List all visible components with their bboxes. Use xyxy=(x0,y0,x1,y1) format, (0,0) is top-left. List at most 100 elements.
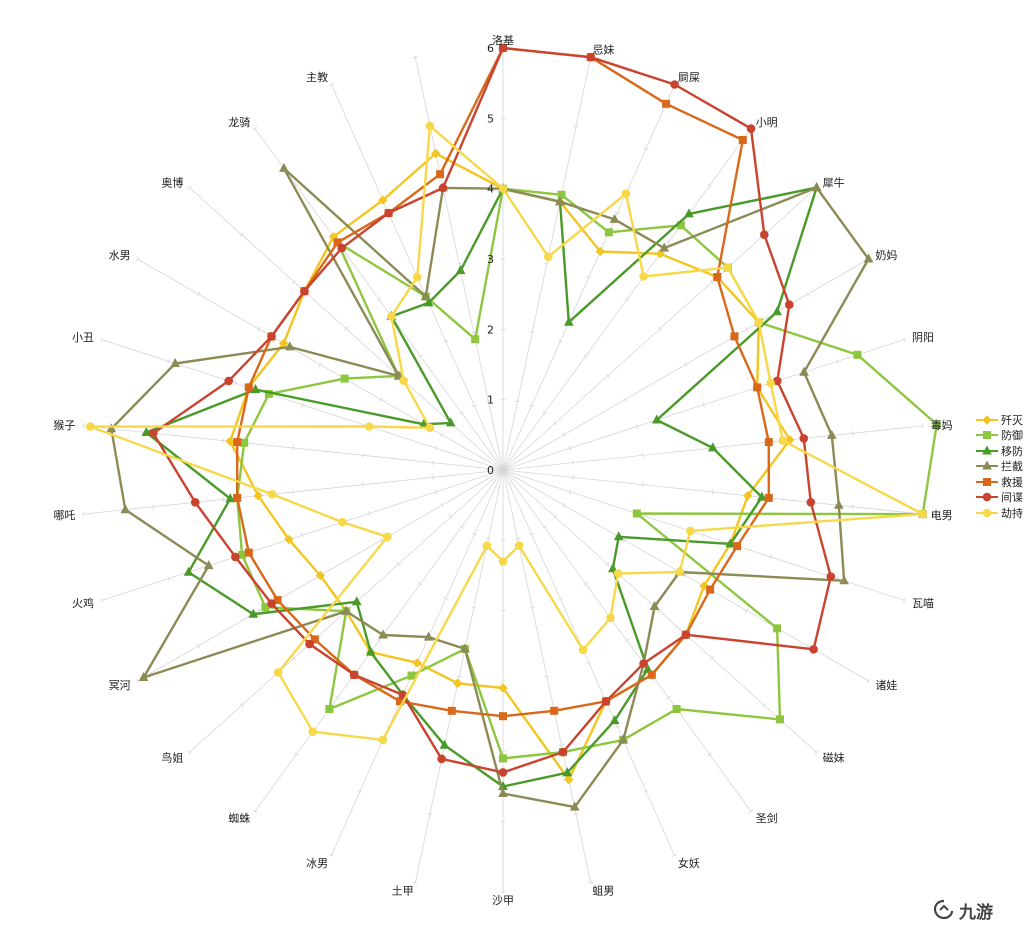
radar-spoke-tick xyxy=(257,608,261,614)
data-point xyxy=(273,596,282,605)
radar-spoke-tick xyxy=(557,340,563,343)
data-point xyxy=(384,208,393,218)
radar-spoke-tick xyxy=(852,504,854,510)
data-point xyxy=(609,715,620,725)
legend-item: 劫持 xyxy=(976,505,1023,521)
axis-label: 鸟姐 xyxy=(161,751,183,765)
data-point xyxy=(754,318,764,327)
data-point xyxy=(632,509,641,518)
radar-spoke-tick xyxy=(642,452,644,458)
data-point xyxy=(983,431,991,440)
radar-spoke-tick xyxy=(443,597,449,600)
data-point xyxy=(723,263,733,272)
radar-spoke-tick xyxy=(710,279,714,284)
radar-spoke-tick xyxy=(292,656,296,661)
radar-spoke-tick xyxy=(234,380,237,386)
radar-spoke-tick xyxy=(515,537,521,540)
axis-label: 冥河 xyxy=(109,679,131,692)
radar-spoke-tick xyxy=(357,147,363,151)
radar-spoke-tick xyxy=(712,489,714,495)
data-point xyxy=(233,438,242,447)
data-point xyxy=(707,442,718,452)
data-point xyxy=(684,208,694,218)
radar-spoke-tick xyxy=(362,482,364,488)
data-point xyxy=(338,517,347,527)
chart-legend: 歼灭 防御 移防 拦截 救援 间谍 劫持 xyxy=(976,412,1023,521)
radar-spoke-tick xyxy=(376,297,382,302)
radial-tick-label: 4 xyxy=(487,183,494,196)
radar-spoke-tick xyxy=(572,460,574,466)
data-point xyxy=(499,754,507,763)
data-point xyxy=(378,735,388,745)
radar-spoke-tick xyxy=(379,397,383,403)
data-point xyxy=(670,80,679,89)
axis-label: 磁妹 xyxy=(823,752,845,765)
data-point xyxy=(436,170,445,179)
radar-spoke-tick xyxy=(635,424,638,430)
data-point xyxy=(681,630,691,640)
radar-spoke-tick xyxy=(100,337,103,343)
radar-spoke-tick xyxy=(459,411,464,415)
data-point xyxy=(340,374,349,383)
legend-item: 防御 xyxy=(976,428,1023,444)
data-point xyxy=(806,498,816,507)
data-point xyxy=(240,438,249,447)
radar-spoke-tick xyxy=(485,400,491,403)
data-point xyxy=(341,605,352,615)
data-point xyxy=(120,504,131,514)
radar-spoke-tick xyxy=(702,532,705,538)
legend-swatch xyxy=(976,415,998,425)
radar-spoke-tick xyxy=(745,326,749,332)
data-point xyxy=(642,663,653,673)
radar-spoke-tick xyxy=(684,362,688,367)
data-point xyxy=(618,734,629,744)
data-point xyxy=(284,534,294,545)
radar-spoke-tick xyxy=(456,262,462,265)
radar-spoke-tick xyxy=(643,789,649,793)
radial-tick-label: 5 xyxy=(487,112,494,125)
radar-spoke-tick xyxy=(623,397,627,403)
data-point xyxy=(183,566,194,576)
data-point xyxy=(498,787,508,797)
data-point xyxy=(149,428,158,438)
data-point xyxy=(550,706,559,715)
axis-label: 水男 xyxy=(109,249,131,262)
radial-tick-label: 1 xyxy=(487,394,494,407)
radar-spoke-tick xyxy=(605,562,610,567)
axis-label: 瓦喵 xyxy=(912,597,934,610)
axis-label: 忌妹 xyxy=(592,43,614,56)
radar-spoke-tick xyxy=(239,703,244,708)
radar-spoke-tick xyxy=(903,597,906,603)
data-point xyxy=(833,499,844,509)
radar-spoke-tick xyxy=(292,279,296,284)
radar-spoke-tick xyxy=(588,881,594,884)
data-point xyxy=(455,264,466,274)
radar-spoke-tick xyxy=(412,56,418,59)
data-point xyxy=(773,624,782,633)
data-point xyxy=(267,490,277,499)
axis-label: 毒妈 xyxy=(931,418,953,432)
radial-tick-label: 0 xyxy=(487,464,494,477)
radar-spoke-tick xyxy=(657,609,662,614)
data-point xyxy=(604,228,613,237)
radar-spoke-tick xyxy=(167,576,170,582)
data-point xyxy=(261,603,270,612)
data-point xyxy=(253,490,263,501)
data-point xyxy=(106,423,117,433)
radar-spoke-tick xyxy=(586,661,592,665)
series-line xyxy=(152,46,832,774)
data-point xyxy=(651,414,662,424)
data-point xyxy=(310,635,319,644)
data-point xyxy=(365,646,376,656)
radar-spoke-tick xyxy=(624,638,630,643)
radar-spoke-tick xyxy=(292,445,294,451)
legend-label: 间谍 xyxy=(1001,491,1023,505)
radar-spoke-tick xyxy=(557,597,563,600)
data-point xyxy=(231,552,240,562)
data-point xyxy=(649,600,660,610)
data-point xyxy=(982,461,992,470)
legend-item: 移防 xyxy=(976,443,1023,459)
radar-spoke-tick xyxy=(252,126,258,131)
data-point xyxy=(672,705,681,713)
radar-spoke-tick xyxy=(471,404,477,408)
